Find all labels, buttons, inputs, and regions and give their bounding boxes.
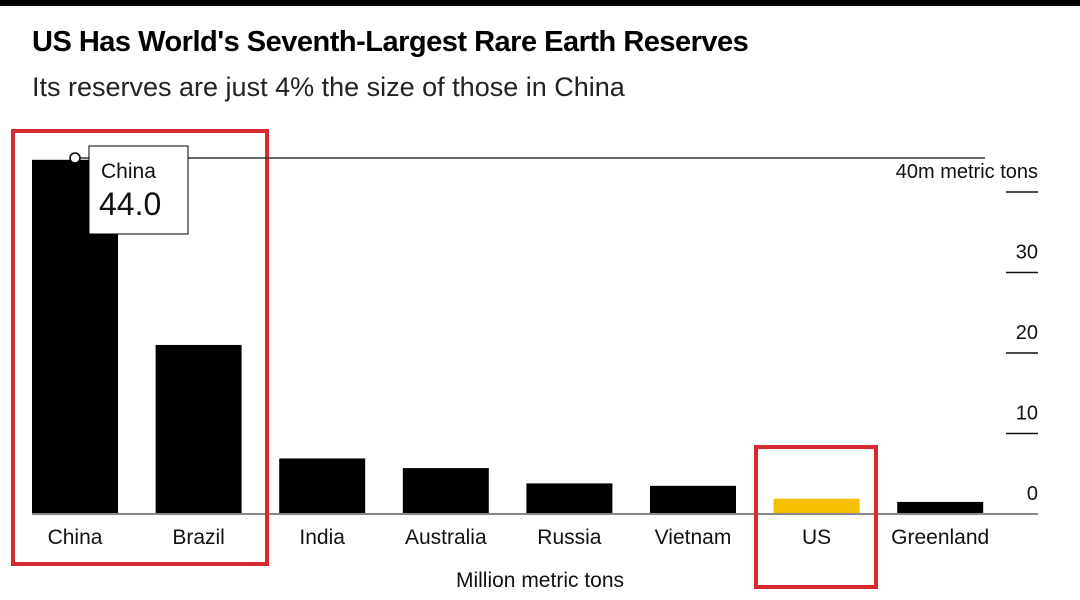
x-tick-label: India — [299, 526, 345, 549]
bar-brazil — [155, 344, 242, 514]
tooltip-marker — [69, 152, 81, 164]
chart-subtitle: Its reserves are just 4% the size of tho… — [32, 72, 625, 102]
x-tick-label: Australia — [405, 526, 487, 549]
top-bar — [0, 0, 1080, 6]
y-tick-label: 0 — [1027, 483, 1038, 505]
x-tick-label: China — [48, 526, 103, 549]
bar-india — [279, 458, 366, 514]
chart-title: US Has World's Seventh-Largest Rare Eart… — [32, 26, 749, 58]
bar-russia — [526, 483, 613, 514]
x-tick-label: Greenland — [891, 526, 989, 549]
annotation-box-china-brazil — [11, 129, 269, 566]
x-tick-label: US — [802, 526, 831, 549]
bar-vietnam — [650, 485, 736, 514]
tooltip-value: 44.0 — [99, 186, 161, 222]
tooltip: China 44.0 — [69, 145, 985, 235]
annotation-box-us — [754, 445, 878, 589]
bar-us — [773, 498, 860, 514]
x-tick-label: Vietnam — [655, 526, 732, 549]
y-tick-label: 10 — [1016, 403, 1038, 425]
x-axis-label: Million metric tons — [456, 569, 624, 592]
x-tick-label: Russia — [537, 526, 602, 549]
y-tick-label: 20 — [1016, 322, 1038, 344]
y-tick-label: 30 — [1016, 242, 1038, 264]
tooltip-label: China — [101, 160, 156, 183]
bar-australia — [402, 468, 489, 514]
y-tick-label: 40m metric tons — [896, 161, 1038, 183]
x-tick-label: Brazil — [172, 526, 225, 549]
tooltip-box — [88, 145, 189, 235]
bar-greenland — [897, 501, 984, 514]
